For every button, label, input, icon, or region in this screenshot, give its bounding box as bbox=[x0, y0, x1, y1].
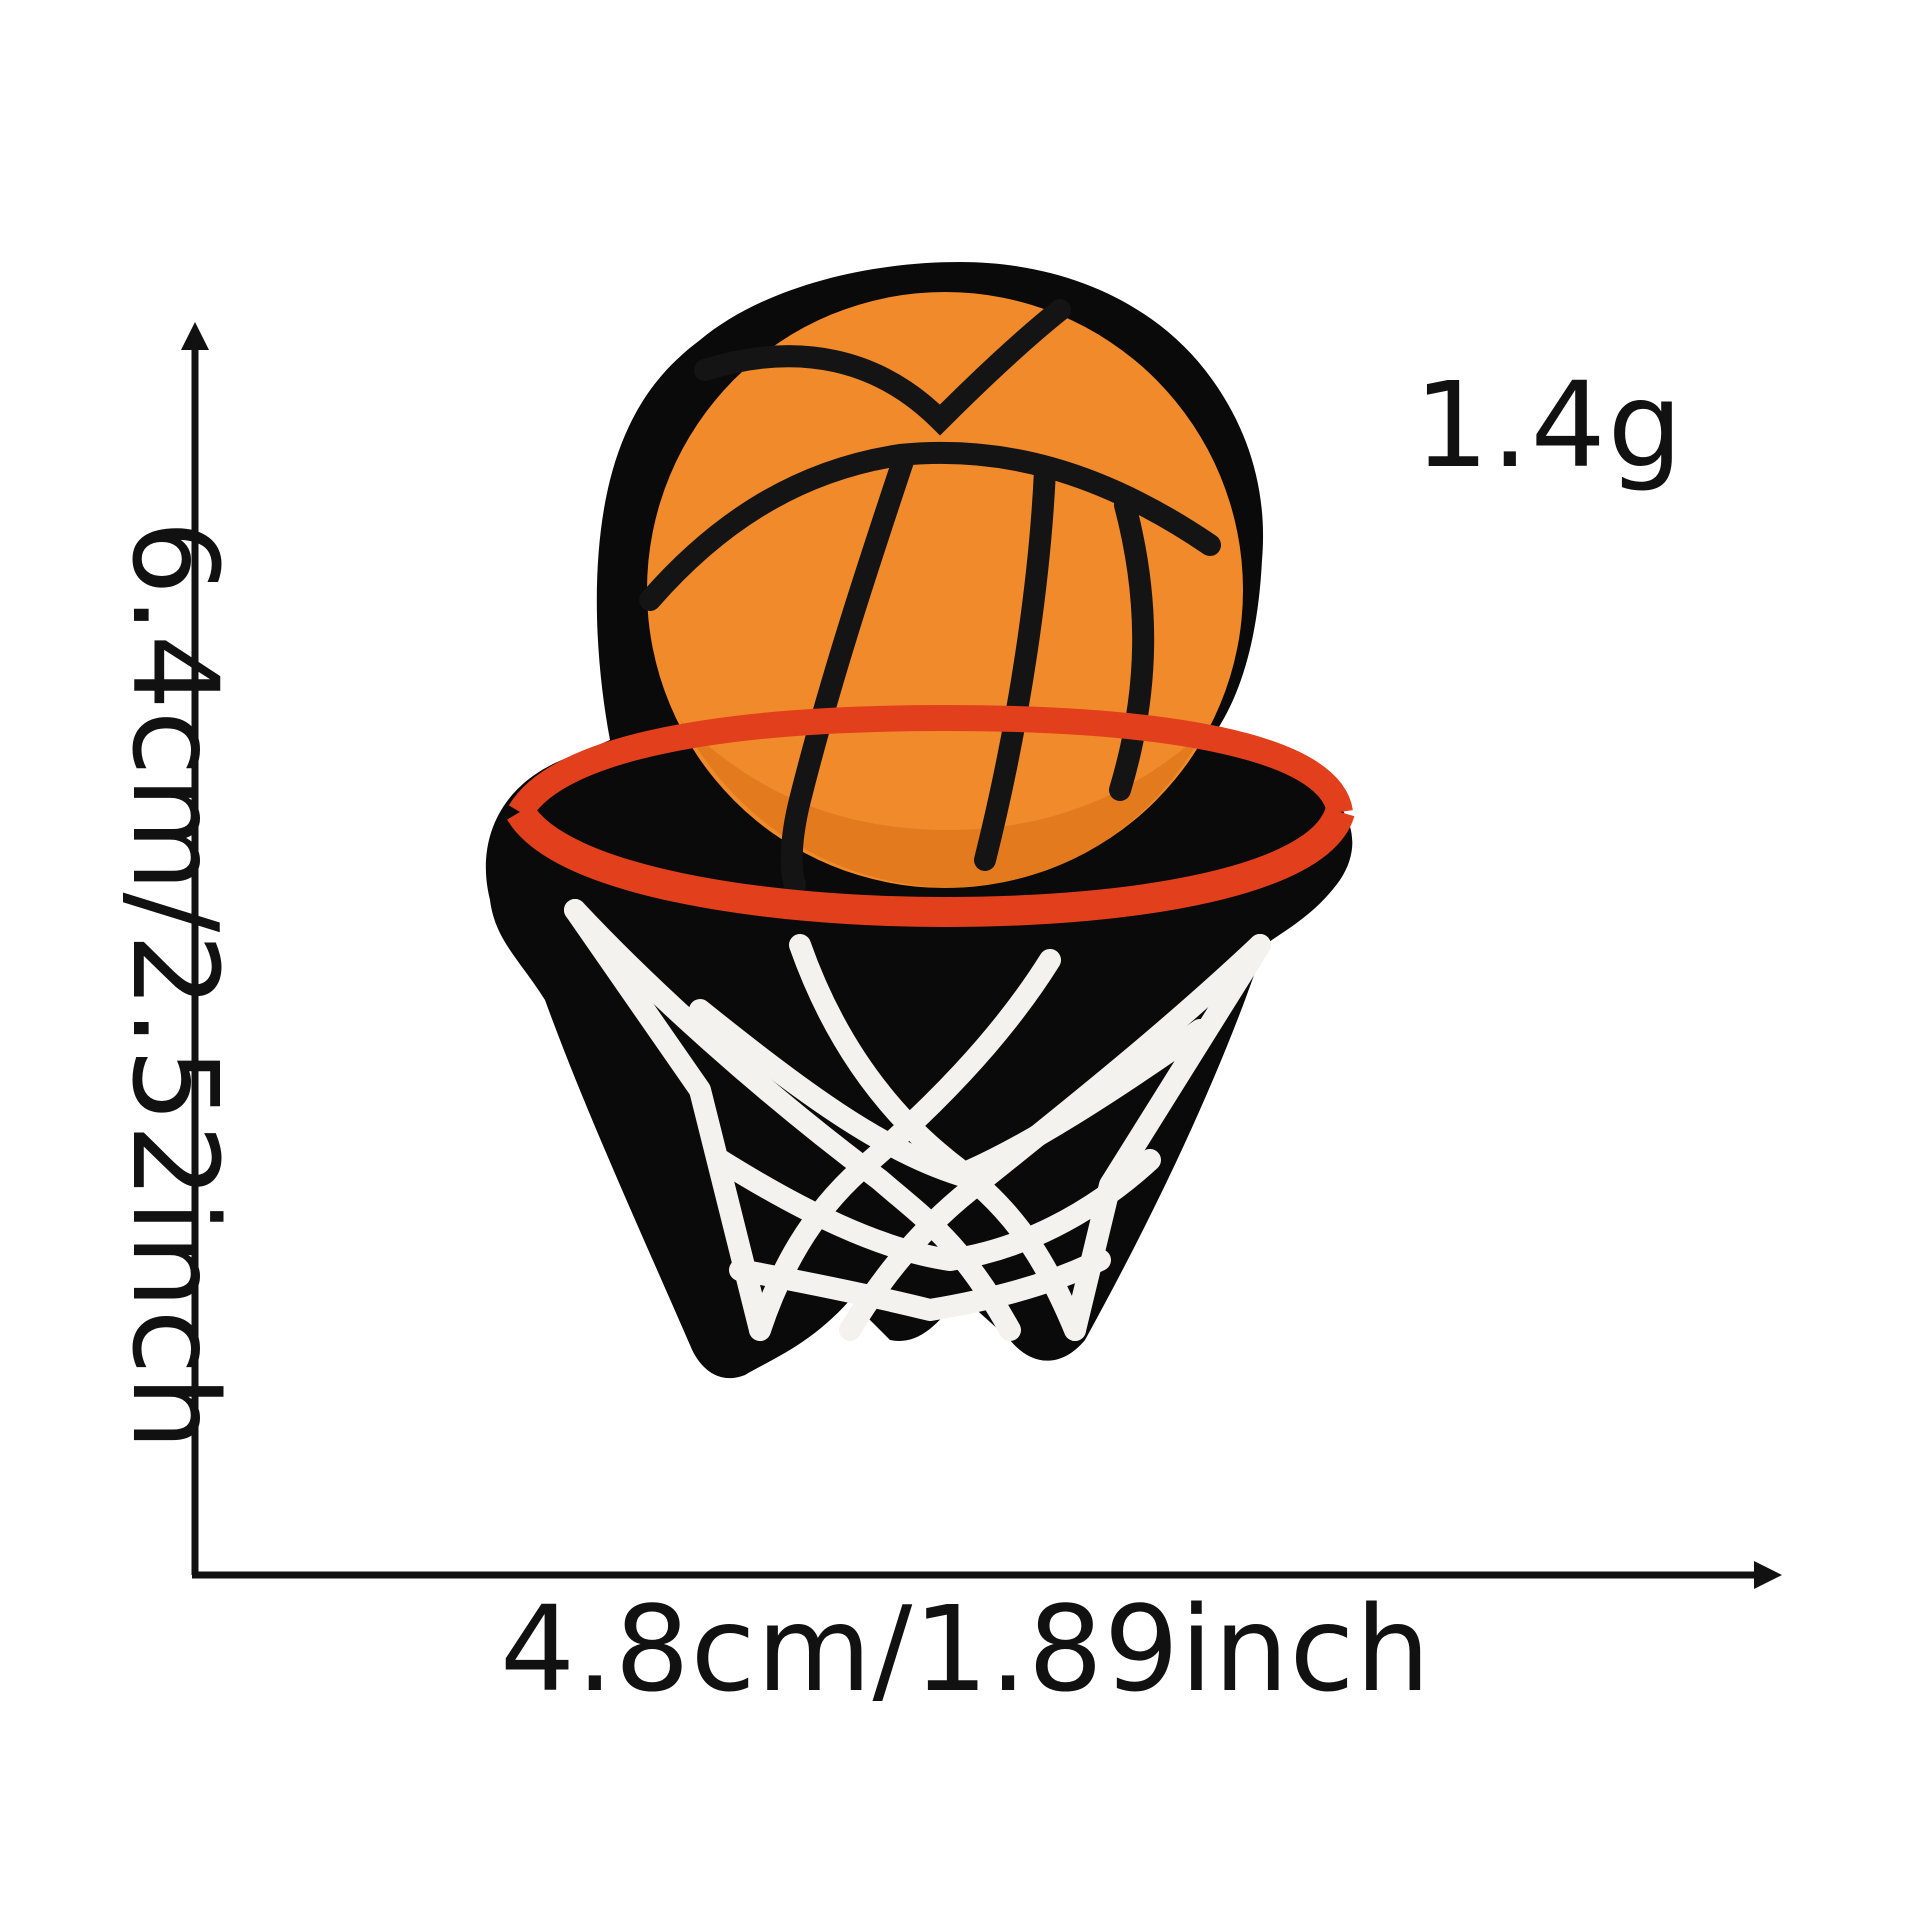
basketball-shadow bbox=[680, 720, 1205, 888]
weight-label: 1.4g bbox=[1414, 356, 1685, 494]
width-dimension-label: 4.8cm/1.89inch bbox=[500, 1580, 1432, 1718]
basketball-seams bbox=[639, 299, 1221, 896]
seam-top bbox=[694, 299, 1071, 436]
seam-center bbox=[974, 459, 1056, 871]
basketball-net bbox=[564, 899, 1271, 1341]
net-left-edge bbox=[564, 899, 771, 1341]
rim-back bbox=[508, 704, 1353, 820]
arrow-up-icon bbox=[181, 322, 209, 350]
net-strand-7 bbox=[709, 1149, 1161, 1271]
net-strand-8 bbox=[729, 1249, 1111, 1321]
basketball-body bbox=[647, 292, 1243, 888]
basketball-rim bbox=[507, 704, 1355, 928]
net-strand-5 bbox=[689, 999, 971, 1186]
rim-front bbox=[507, 803, 1355, 928]
dimension-axes bbox=[181, 322, 1782, 1589]
arrow-right-icon bbox=[1754, 1561, 1782, 1589]
basketball bbox=[639, 292, 1243, 896]
seam-right bbox=[1109, 494, 1155, 801]
height-dimension-label: 6.4cm/2.52inch bbox=[106, 520, 244, 1452]
net-strand-6 bbox=[949, 1019, 1211, 1186]
